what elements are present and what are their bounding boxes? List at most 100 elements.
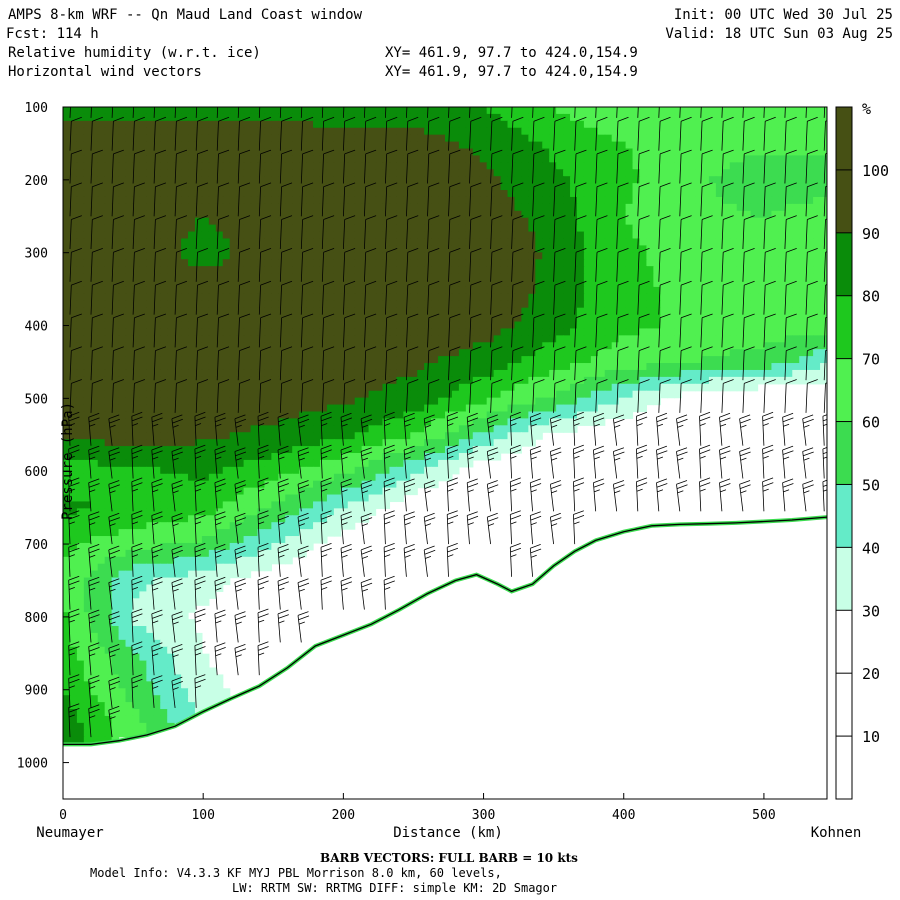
rh-cell [653,120,661,129]
rh-cell [576,107,585,115]
rh-cell [820,169,827,177]
rh-cell [653,259,661,267]
rh-cell [264,120,272,129]
rh-cell [257,155,266,163]
rh-cell [160,252,168,260]
rh-cell [104,369,113,378]
rh-cell [576,210,585,219]
rh-cell [625,148,634,157]
rh-cell [806,356,814,364]
rh-cell [229,342,238,350]
rh-cell [271,190,279,198]
rh-cell [778,217,786,226]
rh-cell [125,335,134,343]
rh-cell [458,293,467,302]
rh-cell [194,376,203,385]
rh-cell [528,425,536,433]
rh-cell [347,203,356,212]
rh-cell [306,134,314,143]
rh-cell [611,300,620,309]
rh-cell [611,155,620,163]
rh-cell [736,196,745,205]
rh-cell [757,217,766,226]
rh-cell [111,321,120,330]
rh-cell [722,328,731,336]
rh-cell [313,113,321,122]
rh-cell [576,328,585,336]
rh-cell [167,134,175,143]
rh-cell [528,162,536,170]
rh-cell [778,328,786,336]
rh-cell [778,148,786,157]
rh-cell [69,169,78,177]
rh-cell [542,418,550,426]
rh-cell [69,397,78,406]
rh-cell [181,418,189,426]
rh-cell [438,162,446,170]
rh-cell [681,363,689,371]
rh-cell [736,162,745,170]
rh-cell [479,148,488,157]
rh-cell [549,252,557,260]
rh-cell [563,363,571,371]
rh-cell [792,252,800,260]
rh-cell [542,280,550,288]
rh-cell [618,113,627,122]
rh-cell [118,418,127,426]
rh-cell [646,176,654,184]
rh-cell [451,390,460,399]
rh-cell [514,376,522,385]
rh-cell [306,314,314,323]
rh-cell [542,155,550,163]
rh-cell [104,203,113,212]
rh-cell [472,231,481,240]
rh-cell [653,307,661,316]
rh-cell [563,328,571,336]
rh-cell [736,266,745,274]
rh-cell [417,418,425,426]
rh-cell [708,335,717,343]
rh-cell [69,155,78,163]
rh-cell [438,273,446,281]
rh-cell [799,266,807,274]
rh-cell [528,245,536,253]
rh-cell [715,369,724,378]
rh-cell [736,383,745,392]
rh-cell [785,286,793,295]
rh-cell [743,127,752,136]
rh-cell [215,155,224,163]
rh-cell [820,252,827,260]
rh-cell [236,335,245,343]
rh-cell [438,217,446,226]
rh-cell [389,293,397,302]
rh-cell [229,245,238,253]
rh-cell [750,383,759,392]
rh-cell [76,363,85,371]
rh-cell [660,293,668,302]
rh-cell [69,203,78,212]
rh-cell [576,293,585,302]
rh-cell [590,328,599,336]
rh-cell [313,321,321,330]
rh-cell [354,252,363,260]
rh-cell [688,107,696,115]
rh-cell [750,155,759,163]
rh-cell [222,203,231,212]
rh-cell [319,335,328,343]
rh-cell [507,335,516,343]
rh-cell [688,120,696,129]
rh-cell [264,155,272,163]
rh-cell [243,162,252,170]
rh-cell [90,390,99,399]
rh-cell [639,259,648,267]
rh-cell [451,383,460,392]
rh-cell [306,203,314,212]
rh-cell [264,148,272,157]
rh-cell [799,107,807,115]
rh-cell [438,266,446,274]
rh-cell [549,335,557,343]
rh-cell [354,210,363,219]
rh-cell [549,238,557,246]
rh-cell [396,141,404,150]
rh-cell [208,162,217,170]
